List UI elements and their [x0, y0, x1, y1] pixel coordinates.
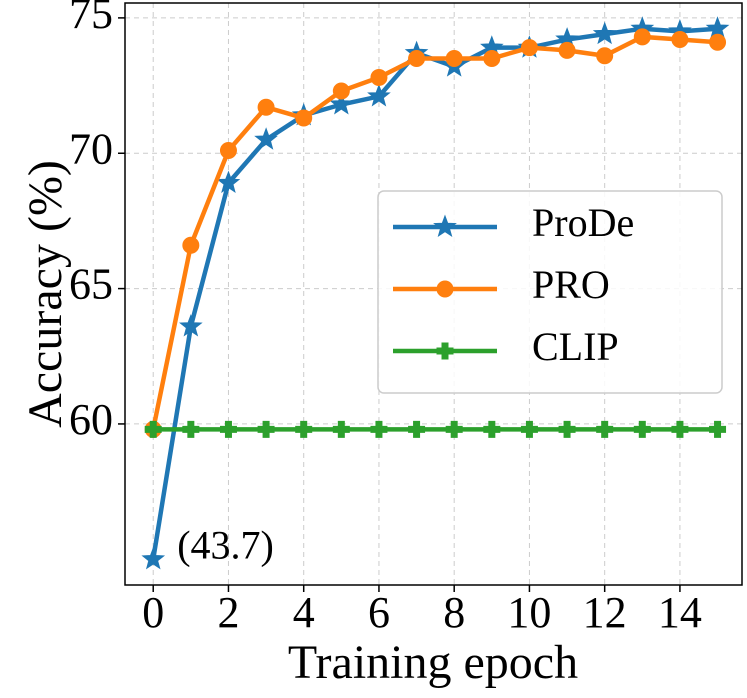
- marker: [520, 420, 538, 438]
- marker: [257, 98, 275, 116]
- marker: [483, 420, 501, 438]
- legend-marker: [433, 214, 457, 238]
- marker: [445, 420, 463, 438]
- marker: [596, 420, 614, 438]
- marker: [709, 420, 727, 438]
- annotation: (43.7): [177, 522, 274, 567]
- legend-marker: [436, 342, 454, 360]
- y-tick-label: 75: [69, 0, 113, 38]
- y-tick-label: 70: [69, 124, 113, 173]
- marker: [370, 68, 388, 86]
- marker: [520, 39, 538, 57]
- marker: [558, 41, 576, 59]
- marker: [332, 82, 350, 100]
- x-tick-label: 0: [142, 588, 164, 637]
- legend-box: [377, 190, 723, 394]
- y-tick-label: 65: [69, 260, 113, 309]
- marker: [370, 420, 388, 438]
- series-line: [151, 34, 718, 430]
- marker: [633, 28, 651, 46]
- legend-label: PRO: [532, 262, 610, 307]
- marker: [445, 49, 463, 67]
- x-axis-label: Training epoch: [288, 636, 578, 689]
- marker: [592, 21, 617, 45]
- x-tick-label: 8: [443, 588, 465, 637]
- marker: [408, 49, 426, 67]
- x-tick-label: 12: [583, 588, 627, 637]
- marker: [182, 420, 200, 438]
- marker: [671, 31, 689, 49]
- plot-frame: [124, 2, 743, 586]
- marker: [367, 83, 391, 107]
- y-axis-label: Accuracy (%): [19, 160, 72, 428]
- marker: [709, 33, 727, 51]
- y-tick-label: 60: [69, 395, 113, 444]
- x-tick-label: 4: [293, 588, 315, 637]
- marker: [216, 170, 241, 194]
- marker: [254, 127, 278, 150]
- marker: [295, 420, 313, 438]
- marker: [219, 420, 237, 438]
- legend-label: ProDe: [532, 200, 634, 245]
- marker: [257, 420, 275, 438]
- marker: [408, 420, 426, 438]
- marker: [329, 92, 354, 115]
- marker: [219, 142, 237, 160]
- marker: [182, 236, 200, 254]
- marker: [596, 47, 614, 65]
- marker: [671, 420, 689, 438]
- marker: [633, 420, 651, 438]
- x-tick-label: 14: [658, 588, 702, 637]
- marker: [558, 420, 576, 438]
- marker: [483, 49, 501, 67]
- marker: [295, 109, 313, 127]
- x-tick-label: 10: [507, 588, 551, 637]
- marker: [179, 314, 203, 337]
- marker: [705, 16, 730, 39]
- marker: [144, 420, 162, 438]
- legend-marker: [436, 280, 454, 298]
- marker: [332, 420, 350, 438]
- marker: [141, 546, 166, 570]
- x-tick-label: 2: [217, 588, 239, 637]
- legend-label: CLIP: [532, 324, 619, 369]
- x-tick-label: 6: [368, 588, 390, 637]
